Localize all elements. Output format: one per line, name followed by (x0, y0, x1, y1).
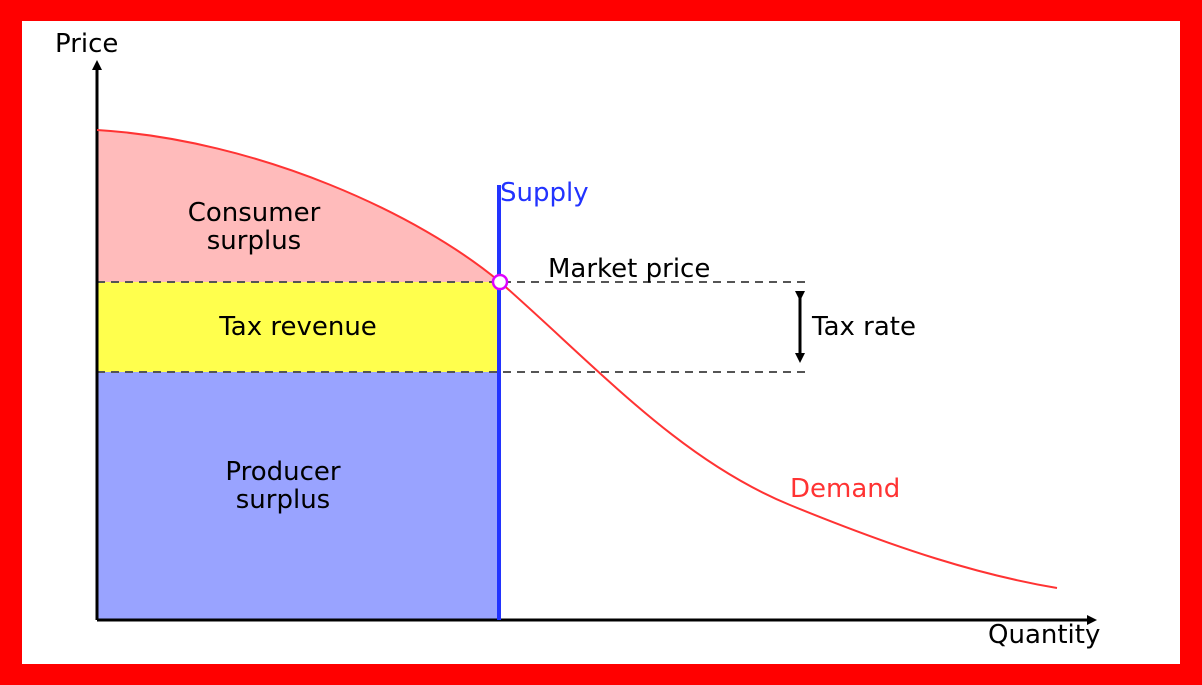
producer-surplus-area (97, 372, 500, 620)
tax-revenue-area (97, 282, 500, 372)
demand-label: Demand (790, 474, 900, 504)
producer-surplus-label: Producer (225, 457, 341, 487)
supply-label: Supply (500, 178, 589, 208)
y-axis-label: Price (55, 29, 118, 59)
demand-curve (96, 129, 1058, 589)
market-price-label: Market price (548, 254, 710, 284)
consumer-surplus-label: Consumer (188, 198, 321, 228)
x-axis-label: Quantity (988, 620, 1100, 650)
equilibrium-point (491, 273, 509, 291)
consumer-surplus-label: surplus (207, 226, 301, 256)
producer-surplus-label: surplus (236, 485, 330, 515)
consumer-surplus-area (97, 130, 500, 282)
tax-revenue-label: Tax revenue (218, 312, 377, 342)
tax-rate-label: Tax rate (811, 312, 916, 342)
